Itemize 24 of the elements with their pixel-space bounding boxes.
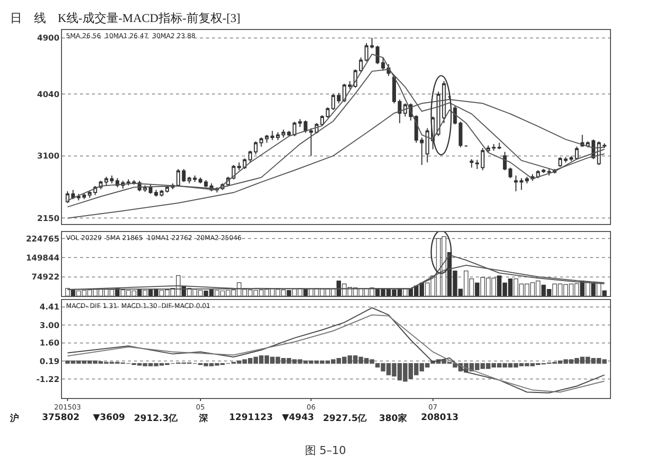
- text: 380家: [379, 413, 407, 424]
- y-tick-label: 3100: [37, 152, 60, 161]
- text: 1291123: [229, 413, 273, 423]
- y-tick-label: 1.60: [40, 338, 60, 348]
- text: ▼4943: [282, 413, 314, 423]
- y-tick-label: 4040: [37, 90, 60, 100]
- text: 沪: [9, 413, 19, 424]
- y-tick-label: 3.00: [40, 320, 60, 330]
- text: 208013: [421, 413, 459, 423]
- text: ▼3609: [93, 413, 125, 423]
- y-tick-label: 74922: [32, 272, 60, 282]
- y-tick-label: 0.19: [40, 356, 60, 366]
- y-tick-label: 4900: [37, 34, 60, 43]
- text: 375802: [42, 413, 80, 423]
- text: 2927.5亿: [323, 413, 368, 424]
- text: 深: [198, 413, 209, 424]
- y-tick-label: 4.41: [40, 302, 60, 312]
- y-tick-label: 2150: [37, 214, 60, 223]
- caption: 图 5–10: [305, 444, 346, 457]
- y-tick-label: -1.22: [36, 374, 60, 384]
- chart-title: 日 线 K线-成交量-MACD指标-前复权-[3]: [10, 11, 240, 26]
- y-tick-label: 149844: [26, 253, 60, 262]
- text: 2912.3亿: [134, 413, 179, 424]
- y-tick-label: 224765: [26, 234, 60, 244]
